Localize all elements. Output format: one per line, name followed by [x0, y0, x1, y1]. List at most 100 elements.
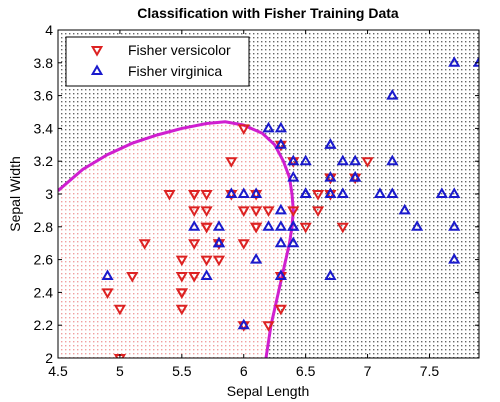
versicolor-point — [299, 222, 312, 234]
versicolor-point — [200, 222, 213, 234]
virginica-point — [274, 269, 287, 280]
x-tick-label: 4.5 — [48, 363, 68, 379]
versicolor-point — [237, 124, 250, 136]
virginica-point — [448, 56, 461, 67]
virginica-point — [274, 203, 287, 215]
virginica-point — [262, 220, 275, 231]
virginica-point — [225, 187, 238, 198]
virginica-point — [287, 220, 300, 231]
virginica-point — [448, 187, 461, 198]
y-tick-label: 2.8 — [34, 219, 54, 235]
virginica-point — [250, 252, 263, 264]
versicolor-point — [361, 157, 374, 168]
y-axis: 2 2.2 2.4 2.6 2.8 3 3.2 3.4 3.6 3.8 4 — [34, 22, 479, 366]
versicolor-point — [225, 157, 238, 168]
versicolor-point — [274, 304, 287, 316]
versicolor-point — [250, 206, 263, 218]
legend-label: Fisher virginica — [128, 63, 222, 79]
versicolor-point — [311, 206, 325, 218]
virginica-point — [200, 269, 213, 280]
virginica-point — [386, 187, 399, 198]
virginica-point — [274, 236, 287, 248]
versicolor-point — [188, 272, 201, 283]
y-tick-label: 2.4 — [34, 284, 54, 300]
virginica-point — [472, 56, 479, 67]
virginica-point — [324, 138, 337, 149]
virginica-point — [250, 187, 263, 198]
versicolor-point — [250, 222, 263, 234]
virginica-point — [237, 318, 250, 330]
virginica-point — [274, 220, 287, 231]
virginica-point — [324, 187, 337, 198]
virginica-point — [262, 121, 275, 133]
virginica-point — [398, 203, 411, 215]
virginica-point — [410, 220, 424, 231]
y-tick-label: 2.6 — [34, 252, 54, 268]
virginica-point — [287, 170, 300, 182]
decision-boundary-line — [58, 120, 295, 358]
x-tick-label: 5.5 — [172, 363, 192, 379]
y-tick-label: 3.2 — [34, 153, 54, 169]
y-tick-label: 2 — [45, 350, 53, 366]
versicolor-point — [138, 239, 151, 250]
virginica-point — [373, 187, 387, 198]
x-axis-label: Sepal Length — [227, 383, 310, 399]
virginica-point — [386, 88, 399, 100]
versicolor-point — [200, 206, 213, 218]
virginica-point — [212, 220, 226, 231]
versicolor-point — [175, 272, 188, 283]
virginica-point — [336, 187, 349, 198]
y-tick-label: 3.6 — [34, 88, 54, 104]
versicolor-point — [126, 272, 139, 283]
virginica-point — [274, 138, 287, 149]
legend-box — [65, 36, 250, 87]
virginica-point — [101, 269, 114, 280]
virginica-point — [349, 154, 362, 166]
versicolor-point — [237, 206, 250, 218]
x-tick-label: 6 — [240, 363, 248, 379]
virginica-point — [324, 170, 337, 182]
legend-marker — [90, 64, 104, 75]
legend-marker — [90, 46, 104, 57]
virginica-point — [287, 154, 300, 166]
versicolor-region — [58, 121, 294, 358]
versicolor-point — [175, 304, 188, 316]
versicolor-point — [175, 255, 188, 267]
versicolor-point — [113, 304, 127, 316]
legend-label: Fisher versicolor — [128, 42, 231, 58]
legend: Fisher versicolor Fisher virginica — [65, 36, 250, 87]
y-tick-label: 4 — [45, 22, 53, 38]
versicolor-point — [262, 321, 275, 332]
versicolor-point — [188, 206, 201, 218]
y-tick-label: 2.2 — [34, 317, 54, 333]
virginica-point — [299, 187, 312, 198]
y-tick-label: 3.8 — [34, 55, 54, 71]
virginica-point — [448, 220, 461, 231]
x-tick-label: 6.5 — [296, 363, 316, 379]
versicolor-point — [163, 190, 176, 201]
virginica-point — [188, 220, 201, 231]
y-tick-label: 3.4 — [34, 120, 54, 136]
versicolor-point — [188, 190, 201, 201]
virginica-point — [287, 236, 300, 248]
versicolor-point — [200, 190, 213, 201]
virginica-point — [448, 252, 461, 264]
x-tick-label: 7 — [364, 363, 372, 379]
x-tick-label: 7.5 — [420, 363, 440, 379]
versicolor-point — [200, 255, 213, 267]
versicolor-point — [311, 190, 325, 201]
virginica-point — [435, 187, 448, 198]
versicolor-point — [212, 255, 226, 267]
virginica-point — [274, 121, 287, 133]
data-markers — [101, 56, 479, 358]
virginica-point — [386, 154, 399, 166]
virginica-point — [237, 187, 250, 198]
versicolor-point — [188, 239, 201, 250]
versicolor-point — [287, 206, 300, 218]
y-axis-label: Sepal Width — [7, 156, 23, 231]
versicolor-point — [101, 288, 114, 300]
virginica-point — [299, 154, 312, 166]
x-axis: 4.5 5 5.5 6 6.5 7 7.5 — [48, 30, 439, 379]
virginica-point — [212, 236, 226, 248]
